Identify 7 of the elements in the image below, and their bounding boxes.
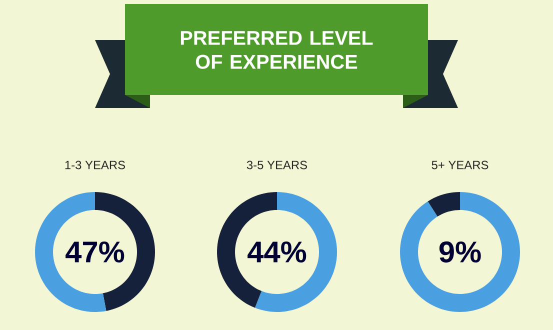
chart-title: 3-5 YEARS	[246, 160, 308, 170]
text: 47%	[66, 241, 124, 263]
text: 44%	[248, 241, 306, 263]
text: PREFERRED LEVEL OF EXPERIENCE	[180, 31, 373, 69]
chart-title: 1-3 YEARS	[65, 160, 126, 170]
text: 9%	[439, 241, 481, 263]
chart-title: 5+ YEARS	[432, 160, 488, 170]
